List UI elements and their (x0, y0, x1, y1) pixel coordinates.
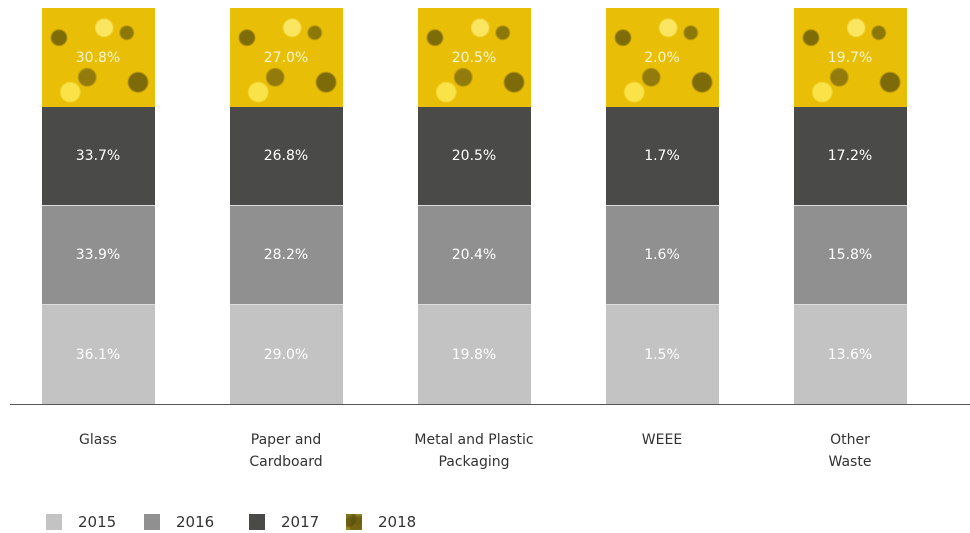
segment: 36.1% (41, 305, 155, 404)
segment: 1.6% (605, 206, 719, 305)
segment: 19.8% (417, 305, 531, 404)
segment: 19.7% (793, 8, 907, 107)
legend-item: 2017 (249, 513, 319, 531)
segment: 33.7% (41, 107, 155, 206)
segment: 1.5% (605, 305, 719, 404)
legend-swatch (346, 514, 362, 530)
segment: 33.9% (41, 206, 155, 305)
segment: 27.0% (229, 8, 343, 107)
category-label: Glass (79, 432, 117, 448)
category-label: Other Waste (828, 432, 872, 470)
legend-item: 2015 (46, 513, 116, 531)
legend-swatch (144, 514, 160, 530)
bar-stack: 29.0% 28.2% 26.8% 27.0% (229, 8, 343, 404)
category-label: Paper and Cardboard (249, 432, 323, 470)
legend-label: 2017 (281, 513, 320, 531)
legend-label: 2015 (78, 513, 117, 531)
legend-swatch (249, 514, 265, 530)
segment: 17.2% (793, 107, 907, 206)
segment: 20.5% (417, 107, 531, 206)
legend-item: 2018 (346, 513, 416, 531)
segment: 15.8% (793, 206, 907, 305)
segment: 20.5% (417, 8, 531, 107)
segment: 29.0% (229, 305, 343, 404)
segment: 20.4% (417, 206, 531, 305)
segment: 1.7% (605, 107, 719, 206)
legend-label: 2016 (176, 513, 215, 531)
bar-stack: 36.1% 33.9% 33.7% 30.8% (41, 8, 155, 404)
legend-swatch (46, 514, 62, 530)
segment: 30.8% (41, 8, 155, 107)
baseline (10, 404, 970, 405)
segment: 13.6% (793, 305, 907, 404)
category-label: Metal and Plastic Packaging (414, 432, 534, 470)
bar-stack: 13.6% 15.8% 17.2% 19.7% (793, 8, 907, 404)
legend-label: 2018 (378, 513, 417, 531)
segment: 26.8% (229, 107, 343, 206)
category-label: WEEE (641, 432, 683, 448)
segment: 2.0% (605, 8, 719, 107)
bar-stack: 19.8% 20.4% 20.5% 20.5% (417, 8, 531, 404)
segment: 28.2% (229, 206, 343, 305)
bar-stack: 1.5% 1.6% 1.7% 2.0% (605, 8, 719, 404)
legend-item: 2016 (144, 513, 214, 531)
